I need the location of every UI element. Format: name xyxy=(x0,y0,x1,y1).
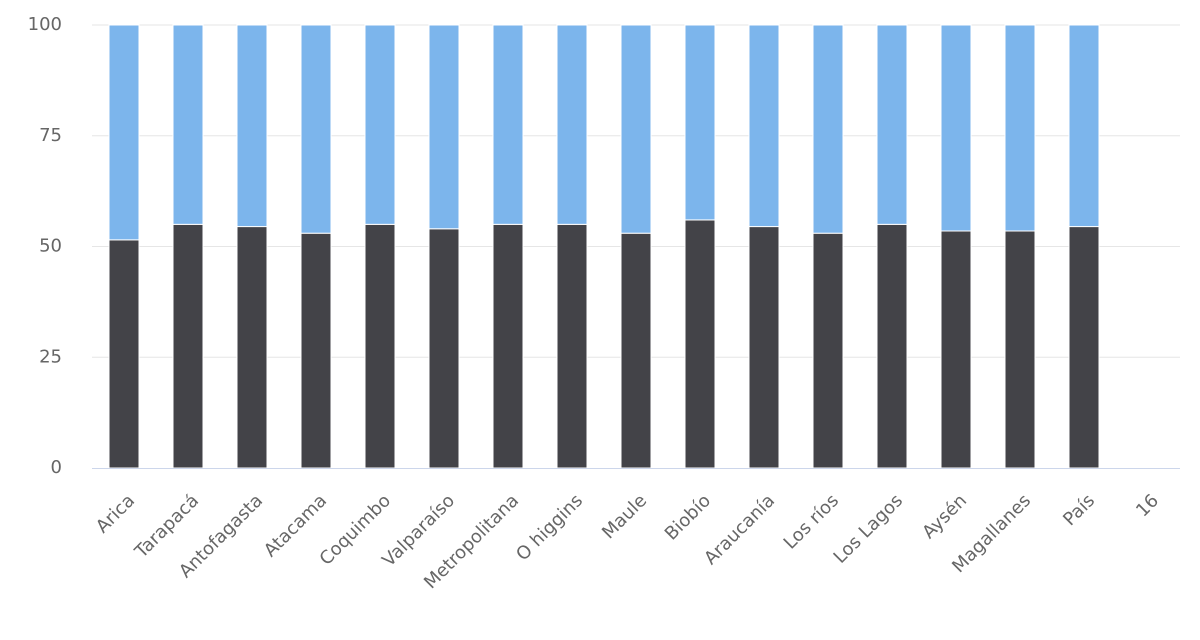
x-tick-label: Aysén xyxy=(918,490,971,543)
bar-segment xyxy=(108,239,140,469)
bar-segment xyxy=(300,24,332,234)
bar-segment xyxy=(876,223,908,469)
bar-segment xyxy=(684,24,716,221)
x-tick-label: Biobío xyxy=(661,490,715,544)
bar-segment xyxy=(812,24,844,234)
bar-segment xyxy=(876,24,908,225)
bar-segment xyxy=(812,232,844,469)
y-tick-label: 100 xyxy=(28,14,62,35)
bar-segment xyxy=(172,223,204,469)
bar-segment xyxy=(492,223,524,469)
x-tick-label: Arica xyxy=(92,490,139,537)
bar-segment xyxy=(556,24,588,225)
y-tick-label: 25 xyxy=(39,346,62,367)
x-tick-label: Los Lagos xyxy=(829,490,907,568)
x-tick-label: Maule xyxy=(598,490,651,543)
y-tick-label: 75 xyxy=(39,125,62,146)
y-tick-label: 50 xyxy=(39,236,62,257)
bar-segment xyxy=(620,24,652,234)
bar-segment xyxy=(364,24,396,225)
bar-segment xyxy=(684,219,716,469)
y-tick-label: 0 xyxy=(51,457,62,478)
bar-segment xyxy=(620,232,652,469)
x-tick-label: Los ríos xyxy=(780,490,843,553)
bar-segment xyxy=(1068,24,1100,228)
bar-segment xyxy=(940,230,972,469)
bar-segment xyxy=(1004,24,1036,232)
bar-segment xyxy=(1004,230,1036,469)
bar-segment xyxy=(172,24,204,225)
bar-segment xyxy=(236,226,268,469)
bar-segment xyxy=(364,223,396,469)
bar-segment xyxy=(748,24,780,228)
bar-segment xyxy=(940,24,972,232)
x-tick-label: O higgins xyxy=(512,490,587,565)
bar-segment xyxy=(748,226,780,469)
bar-segment xyxy=(1068,226,1100,469)
bar-segment xyxy=(428,228,460,469)
bar-segment xyxy=(492,24,524,225)
bar-segment xyxy=(300,232,332,469)
x-tick-label: País xyxy=(1059,490,1099,530)
bar-segment xyxy=(108,24,140,241)
bar-segment xyxy=(236,24,268,228)
x-tick-label: 16 xyxy=(1132,490,1163,521)
bar-segment xyxy=(428,24,460,230)
bar-segment xyxy=(556,223,588,469)
